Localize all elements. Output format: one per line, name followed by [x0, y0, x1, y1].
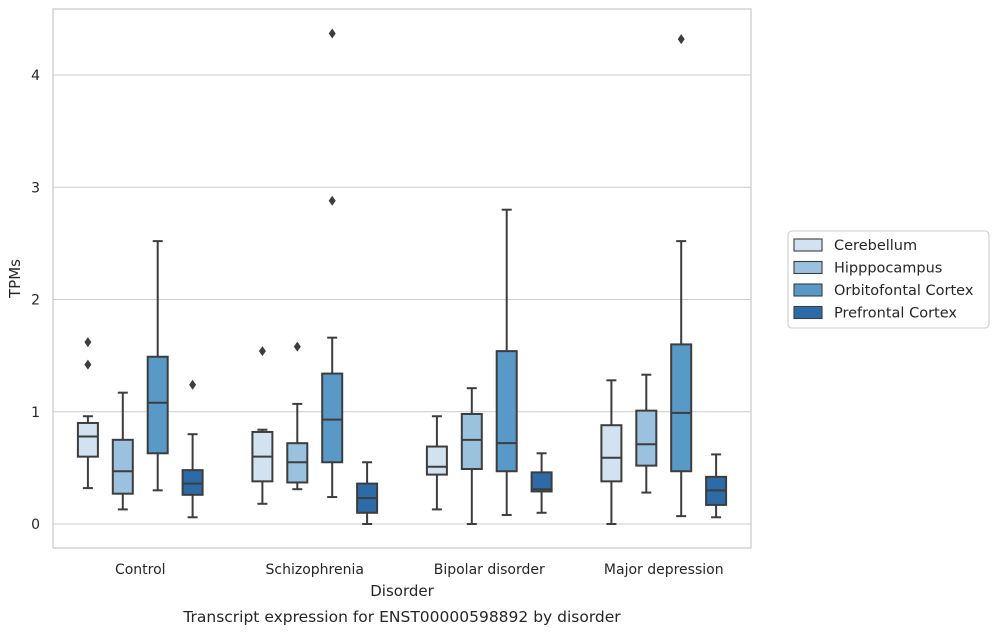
box-item: [286, 341, 309, 491]
box-item: [460, 387, 483, 525]
box-item: [181, 379, 204, 519]
outlier-point: [189, 379, 197, 390]
box-body: [425, 445, 448, 476]
legend-label: Hipppocampus: [834, 261, 942, 277]
box-item: [356, 461, 379, 525]
series-hipppocampus: [111, 341, 658, 525]
box-body: [600, 424, 623, 483]
box-series: [76, 28, 728, 525]
legend-label: Orbitofontal Cortex: [834, 283, 974, 299]
box-item: [76, 337, 99, 490]
box-item: [111, 391, 134, 511]
legend-swatch: [793, 305, 823, 320]
box-body: [530, 471, 553, 493]
box-item: [425, 415, 448, 511]
box-body: [146, 355, 169, 455]
outlier-point: [328, 28, 336, 39]
y-tick-labels: 0 1 2 3 4: [31, 68, 40, 533]
box-body: [670, 343, 693, 473]
x-axis-label: Disorder: [370, 582, 434, 600]
series-prefrontal-cortex: [181, 379, 728, 525]
box-item: [635, 373, 658, 494]
x-tick-label: Bipolar disorder: [434, 562, 545, 578]
box-body: [181, 469, 204, 496]
box-body: [76, 421, 99, 458]
legend-swatch: [793, 238, 823, 252]
series-orbitofontal-cortex: [146, 28, 693, 518]
y-tick-label: 2: [31, 293, 40, 309]
x-tick-labels: Control Schizophrenia Bipolar disorder Majo…: [115, 562, 724, 578]
outlier-point: [328, 195, 336, 206]
y-tick-label: 1: [31, 405, 40, 421]
box-item: [600, 379, 623, 525]
legend-frame: [787, 230, 990, 329]
box-body: [635, 409, 658, 467]
box-item: [146, 240, 169, 492]
box-body: [321, 372, 344, 464]
box-body: [495, 350, 518, 473]
x-tick-label: Major depression: [604, 562, 724, 578]
outlier-point: [293, 341, 301, 352]
legend: Cerebellum Hipppocampus Orbitofontal Corte…: [787, 230, 990, 329]
outlier-point: [677, 34, 685, 45]
x-tick-label: Schizophrenia: [266, 562, 364, 578]
legend-swatch: [793, 260, 823, 275]
box-item: [705, 453, 728, 519]
box-item: [495, 208, 518, 517]
legend-label: Prefrontal Cortex: [834, 306, 957, 322]
box-body: [460, 412, 483, 470]
legend-label: Cerebellum: [834, 238, 917, 254]
y-tick-label: 0: [31, 517, 40, 533]
plot-frame: [52, 8, 752, 549]
box-item: [530, 452, 553, 514]
series-cerebellum: [76, 337, 623, 525]
outlier-point: [84, 359, 92, 370]
box-item: [670, 34, 693, 518]
outlier-point: [84, 337, 92, 348]
y-tick-label: 4: [31, 68, 40, 84]
outlier-point: [258, 346, 266, 357]
y-axis-label: TPMs: [6, 259, 24, 299]
legend-item: Hipppocampus: [793, 260, 942, 277]
legend-item: Prefrontal Cortex: [793, 305, 957, 322]
legend-item: Orbitofontal Cortex: [793, 283, 974, 299]
legend-swatch: [793, 283, 823, 297]
grid-lines: [53, 74, 751, 525]
x-tick-label: Control: [115, 562, 166, 578]
box-item: [321, 28, 344, 499]
y-tick-label: 3: [31, 180, 40, 196]
box-item: [251, 346, 274, 505]
box-body: [111, 438, 134, 495]
chart-caption: Transcript expression for ENST0000059889…: [182, 608, 621, 626]
legend-item: Cerebellum: [793, 238, 917, 254]
